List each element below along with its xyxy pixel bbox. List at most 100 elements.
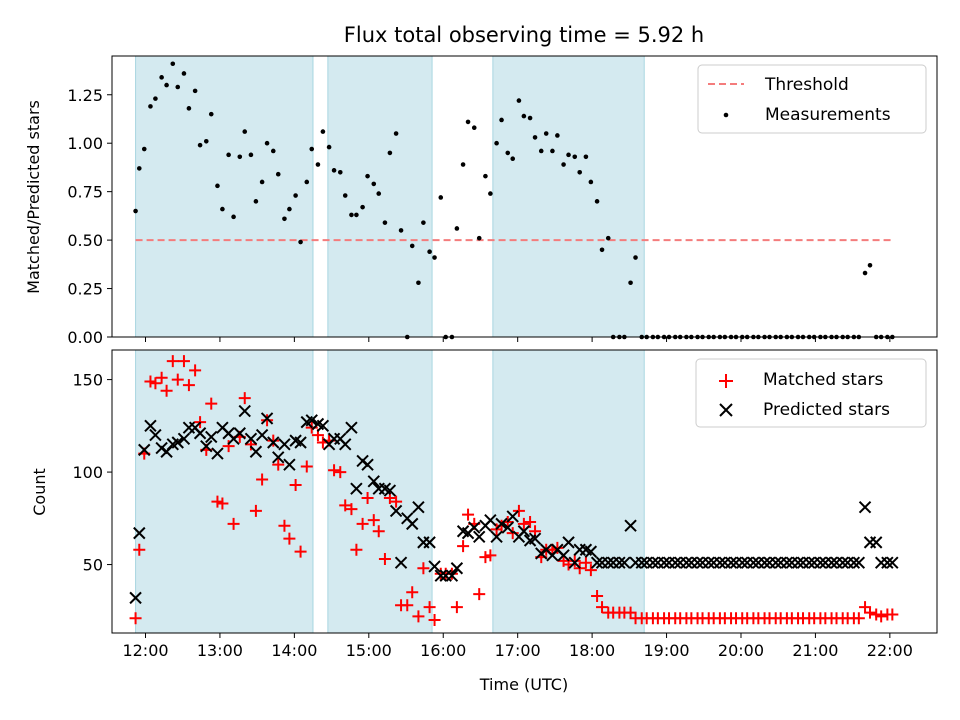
flux-ratio-panel: 0.00 0.25 0.50 0.75 1.00 1.25 Matched/Predict… (24, 55, 938, 347)
matched-star-point (334, 466, 347, 479)
matched-star-point (517, 517, 530, 530)
observing-windows-top (135, 55, 645, 338)
matched-star-point (417, 562, 430, 575)
measurement-point (164, 82, 169, 88)
matched-star-point (412, 610, 425, 623)
predicted-star-point (149, 428, 162, 442)
matched-legend-swatch (719, 374, 733, 388)
measurement-point (153, 96, 158, 101)
measurement-point (633, 255, 638, 260)
measurement-point (170, 61, 176, 67)
predicted-star-point (613, 556, 626, 569)
matched-star-point (852, 612, 865, 625)
predicted-star-point (528, 532, 542, 545)
predicted-star-point (200, 439, 213, 453)
x-tick-label: 14:00 (271, 641, 317, 660)
measurement-point (555, 133, 560, 138)
matched-star-point (205, 397, 218, 410)
measurement-point (494, 140, 499, 146)
measurement-point (499, 117, 504, 123)
bottom-legend-box (695, 358, 927, 428)
y-tick-label: 1.00 (67, 134, 103, 153)
bottom-x-ticks: 12:00 13:00 14:00 15:00 16:00 17:00 18:00 19:00… (122, 633, 913, 660)
matched-star-point (361, 491, 374, 504)
matched-star-point (283, 532, 296, 545)
measurement-point (208, 111, 214, 117)
predicted-star-point (836, 556, 849, 569)
matched-star-point (177, 355, 190, 368)
predicted-star-point (870, 536, 883, 549)
measurement-point (354, 212, 359, 218)
top-x-ticks (144, 337, 891, 342)
matched-star-point (278, 519, 291, 532)
measurement-point (237, 154, 243, 160)
predicted-star-point (602, 556, 615, 569)
predicted-star-point (238, 404, 251, 418)
predicted-star-point (171, 436, 184, 449)
measurement-point (566, 152, 571, 158)
measurement-point (148, 104, 153, 109)
y-tick-label: 0.75 (67, 183, 103, 202)
predicted-star-point (568, 556, 581, 569)
measurement-point (309, 146, 315, 152)
predicted-star-point (233, 427, 246, 440)
legend-predicted-label: Predicted stars (763, 400, 890, 420)
top-legend: Threshold Measurements (697, 64, 927, 134)
measurement-point (527, 115, 533, 121)
measurement-point (326, 144, 332, 150)
y-tick-label: 0.25 (67, 280, 103, 299)
matched-star-point (261, 414, 274, 427)
measurement-point (387, 150, 393, 156)
measurement-point (432, 255, 437, 260)
measurement-point (532, 135, 538, 140)
matched-star-point (289, 479, 302, 492)
predicted-star-point (345, 421, 358, 434)
measurement-point (259, 179, 265, 185)
predicted-star-point (434, 569, 447, 582)
predicted-star-point (769, 556, 782, 569)
top-legend-box (697, 64, 927, 134)
matched-star-point (551, 541, 564, 554)
predicted-star-point (367, 475, 380, 488)
predicted-star-point (747, 556, 760, 569)
matched-star-point (216, 497, 229, 510)
predicted-star-point (702, 556, 715, 569)
predicted-star-point (691, 556, 704, 569)
x-axis-label: Time (UTC) (479, 675, 568, 694)
measurement-point (488, 191, 493, 196)
matched-star-point (457, 540, 470, 553)
predicted-star-point (669, 556, 682, 569)
bottom-axes-frame (111, 349, 938, 634)
measurements-legend-swatch (723, 112, 729, 118)
predicted-star-point (584, 545, 598, 558)
predicted-star-point (557, 549, 570, 562)
predicted-star-point (423, 536, 436, 549)
measurement-point (253, 199, 259, 204)
predicted-star-point (646, 556, 660, 569)
predicted-star-point (713, 556, 727, 569)
measurement-point (226, 152, 231, 158)
measurement-point (242, 129, 248, 134)
matched-star-point (272, 458, 285, 471)
predicted-star-point (412, 501, 425, 514)
measurement-point (365, 173, 370, 179)
predicted-star-point (339, 438, 352, 451)
predicted-star-point (267, 436, 280, 449)
measurement-point (516, 98, 522, 103)
x-tick-label: 19:00 (643, 641, 689, 660)
predicted-star-point (445, 569, 459, 582)
predicted-star-point (758, 556, 771, 569)
predicted-star-point (791, 556, 805, 569)
observing-window (135, 55, 314, 338)
predicted-star-point (138, 443, 151, 457)
matched-star-point (345, 503, 358, 516)
matched-star-point (256, 473, 269, 486)
predicted-star-point (428, 560, 441, 573)
count-points (129, 355, 899, 627)
measurement-point (409, 243, 415, 249)
predicted-star-point (244, 432, 258, 445)
measurement-point (304, 179, 310, 185)
matched-star-point (267, 434, 280, 447)
bottom-legend: Matched stars Predicted stars (695, 358, 927, 428)
